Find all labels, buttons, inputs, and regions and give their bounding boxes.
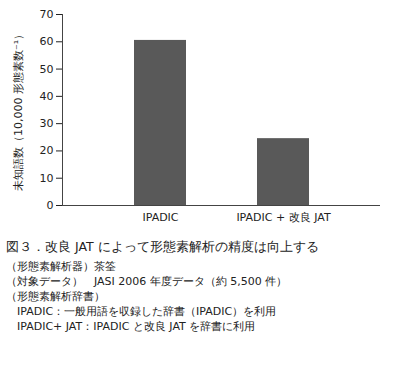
svg-text:50: 50 bbox=[40, 63, 54, 76]
svg-text:0: 0 bbox=[47, 199, 54, 212]
svg-text:IPADIC: IPADIC bbox=[142, 211, 178, 224]
svg-text:30: 30 bbox=[40, 117, 54, 130]
html-text:図３．改良 JAT によって形態素解析の精度は向上する: 図３．改良 JAT によって形態素解析の精度は向上する bbox=[6, 239, 319, 254]
svg-text:未知語数（10,000 形態素数⁻¹）: 未知語数（10,000 形態素数⁻¹） bbox=[12, 29, 25, 191]
svg-text:10: 10 bbox=[40, 172, 54, 185]
svg-text:60: 60 bbox=[40, 35, 54, 48]
html-text:IPADIC+ JAT：IPADIC と改良 JAT を辞書: IPADIC+ JAT：IPADIC と改良 JAT を辞書に利用 bbox=[6, 320, 256, 333]
svg-text:70: 70 bbox=[40, 8, 54, 21]
html-text:（対象データ） JASI 2006 年度データ（約 5,50: （対象データ） JASI 2006 年度データ（約 5,500 件） bbox=[6, 275, 288, 288]
svg-text:40: 40 bbox=[40, 90, 54, 103]
html-text:IPADIC：一般用語を収録した辞書（IPADIC）を利用: IPADIC：一般用語を収録した辞書（IPADIC）を利用 bbox=[6, 305, 277, 318]
html-text:（形態素解析辞書）: （形態素解析辞書） bbox=[6, 290, 105, 303]
svg-text:20: 20 bbox=[40, 144, 54, 157]
html-text:（形態素解析器）茶筌: （形態素解析器）茶筌 bbox=[6, 260, 116, 273]
svg-text:IPADIC + 改良 JAT: IPADIC + 改良 JAT bbox=[236, 211, 331, 224]
